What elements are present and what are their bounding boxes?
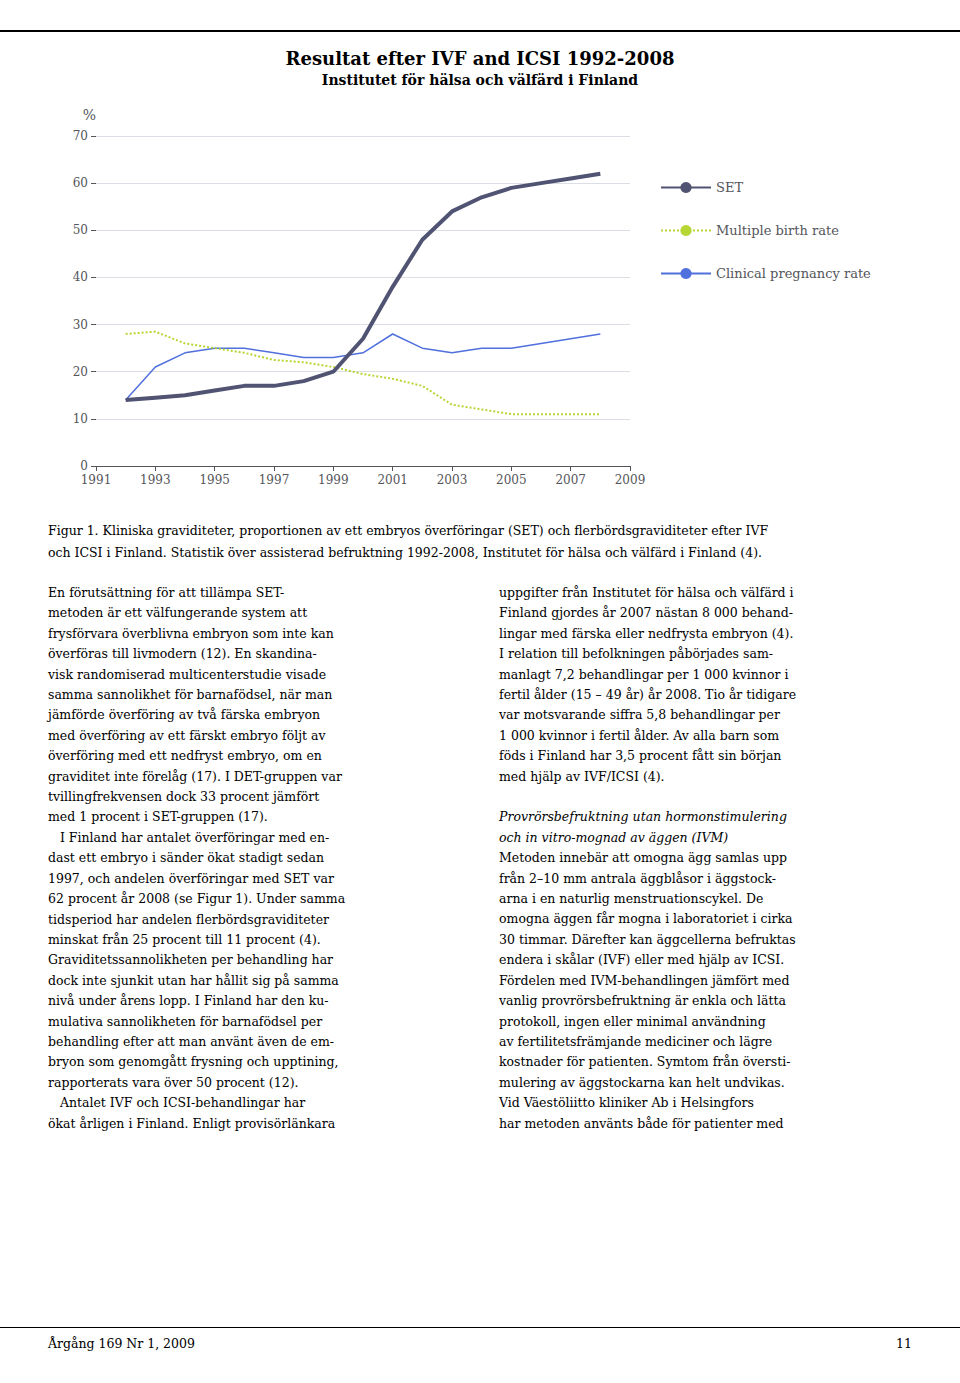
html-text:ökat årligen i Finland. Enligt: ökat årligen i Finland. Enligt provisörl… bbox=[48, 1115, 336, 1131]
html-text:En förutsättning för att tillä: En förutsättning för att tillämpa SET- bbox=[48, 585, 285, 600]
html-text:behandling efter att man använ: behandling efter att man använt även de … bbox=[48, 1033, 334, 1049]
html-text:dast ett embryo i sänder ökat: dast ett embryo i sänder ökat stadigt se… bbox=[48, 850, 325, 866]
html-text:kostnader för patienten. Symto: kostnader för patienten. Symtom från öve… bbox=[499, 1054, 791, 1070]
svg-text:2003: 2003 bbox=[437, 473, 468, 487]
html-text:samma sannolikhet för barnaföd: samma sannolikhet för barnafödsel, när m… bbox=[48, 687, 333, 702]
svg-text:0: 0 bbox=[80, 459, 88, 473]
svg-text:1995: 1995 bbox=[199, 473, 230, 487]
html-text:Årgång 169 Nr 1, 2009: Årgång 169 Nr 1, 2009 bbox=[48, 1336, 195, 1351]
svg-text:1993: 1993 bbox=[140, 473, 171, 487]
svg-text:Multiple birth rate: Multiple birth rate bbox=[716, 223, 839, 238]
html-text:bryon som genomgått frysning o: bryon som genomgått frysning och upptini… bbox=[48, 1054, 339, 1070]
html-text:30 timmar. Därefter kan äggcel: 30 timmar. Därefter kan äggcellerna befr… bbox=[499, 931, 796, 947]
svg-text:30: 30 bbox=[73, 318, 88, 332]
html-text:11: 11 bbox=[896, 1336, 912, 1351]
html-text:tvillingfrekvensen dock 33 pro: tvillingfrekvensen dock 33 procent jämfö… bbox=[48, 789, 320, 805]
html-text:Vid Väestöliitto kliniker Ab i: Vid Väestöliitto kliniker Ab i Helsingfo… bbox=[499, 1095, 754, 1111]
html-text:av fertilitetsfrämjande medici: av fertilitetsfrämjande mediciner och lä… bbox=[499, 1033, 772, 1049]
html-text:graviditet inte förelåg (17).: graviditet inte förelåg (17). I DET-grup… bbox=[48, 768, 342, 784]
html-text:uppgifter från Institutet för: uppgifter från Institutet för hälsa och … bbox=[499, 585, 794, 600]
html-text:jämförde överföring av två fär: jämförde överföring av två färska embryo… bbox=[48, 707, 321, 723]
svg-text:60: 60 bbox=[73, 176, 88, 190]
html-text:62 procent år 2008 (se Figur 1: 62 procent år 2008 (se Figur 1). Under s… bbox=[48, 891, 346, 907]
html-text:Antalet IVF och ICSI-behandlin: Antalet IVF och ICSI-behandlingar har bbox=[48, 1095, 306, 1111]
svg-text:70: 70 bbox=[73, 129, 88, 143]
svg-text:1997: 1997 bbox=[259, 473, 290, 487]
html-text:endera i skålar (IVF) eller me: endera i skålar (IVF) eller med hjälp av… bbox=[499, 952, 785, 968]
html-text:överföring med ett nedfryst em: överföring med ett nedfryst embryo, om e… bbox=[48, 748, 322, 764]
html-text:var motsvarande siffra 5,8 beh: var motsvarande siffra 5,8 behandlingar … bbox=[499, 707, 780, 723]
html-text:frysförvara överblivna embryon: frysförvara överblivna embryon som inte … bbox=[48, 625, 334, 641]
svg-text:2009: 2009 bbox=[615, 473, 646, 487]
html-text:mulering av äggstockarna kan h: mulering av äggstockarna kan helt undvik… bbox=[499, 1074, 785, 1090]
html-text:minskat från 25 procent till 1: minskat från 25 procent till 11 procent … bbox=[48, 931, 321, 947]
html-text:I Finland har antalet överföri: I Finland har antalet överföringar med e… bbox=[48, 829, 330, 845]
html-text:lingar med färska eller nedfry: lingar med färska eller nedfrysta embryo… bbox=[499, 625, 794, 641]
html-text:med hjälp av IVF/ICSI (4).: med hjälp av IVF/ICSI (4). bbox=[499, 768, 665, 784]
svg-text:Institutet för hälsa och välfä: Institutet för hälsa och välfärd i Finla… bbox=[322, 72, 639, 88]
svg-text:2007: 2007 bbox=[555, 473, 586, 487]
svg-text:20: 20 bbox=[73, 365, 88, 379]
svg-text:SET: SET bbox=[716, 180, 743, 195]
html-text:Provrörsbefruktning utan hormo: Provrörsbefruktning utan hormonstimuleri… bbox=[499, 809, 787, 825]
svg-text:1991: 1991 bbox=[81, 473, 112, 487]
svg-text:Resultat efter IVF and ICSI 19: Resultat efter IVF and ICSI 1992-2008 bbox=[286, 48, 675, 69]
html-text:och ICSI i Finland. Statistik: och ICSI i Finland. Statistik över assis… bbox=[48, 545, 762, 560]
svg-text:10: 10 bbox=[73, 412, 88, 426]
html-text:mulativa sannolikheten för bar: mulativa sannolikheten för barnafödsel p… bbox=[48, 1013, 323, 1029]
html-text:metoden är ett välfungerande s: metoden är ett välfungerande system att bbox=[48, 605, 308, 621]
html-text:och in vitro-mognad av äggen (: och in vitro-mognad av äggen (IVM) bbox=[499, 829, 729, 845]
html-text:dock inte sjunkit utan har hål: dock inte sjunkit utan har hållit sig på… bbox=[48, 972, 339, 988]
svg-text:%: % bbox=[83, 107, 96, 123]
html-text:tidsperiod har andelen flerbör: tidsperiod har andelen flerbördsgravidit… bbox=[48, 911, 329, 927]
svg-text:2001: 2001 bbox=[377, 473, 408, 487]
html-text:med överföring av ett färskt e: med överföring av ett färskt embryo följ… bbox=[48, 727, 326, 743]
html-text:manlagt 7,2 behandlingar per 1: manlagt 7,2 behandlingar per 1 000 kvinn… bbox=[499, 666, 789, 682]
svg-text:40: 40 bbox=[73, 270, 88, 284]
html-text:vanlig provrörsbefruktning är: vanlig provrörsbefruktning är enkla och … bbox=[499, 993, 787, 1009]
html-text:rapporterats vara över 50 proc: rapporterats vara över 50 procent (12). bbox=[48, 1074, 299, 1090]
html-text:från 2–10 mm antrala äggblåsor: från 2–10 mm antrala äggblåsor i äggstoc… bbox=[499, 870, 776, 886]
html-text:1 000 kvinnor i fertil ålder.: 1 000 kvinnor i fertil ålder. Av alla ba… bbox=[499, 727, 779, 743]
html-text:I relation till befolkningen p: I relation till befolkningen påbörjades … bbox=[499, 646, 773, 662]
html-text:föds i Finland har 3,5 procent: föds i Finland har 3,5 procent fått sin … bbox=[499, 748, 782, 764]
html-text:Metoden innebär att omogna ägg: Metoden innebär att omogna ägg samlas up… bbox=[499, 850, 787, 866]
html-text:nivå under årens lopp. I Finla: nivå under årens lopp. I Finland har den… bbox=[48, 993, 329, 1009]
html-text:arna i en naturlig menstruatio: arna i en naturlig menstruationscykel. D… bbox=[499, 891, 764, 907]
html-text:Figur 1. Kliniska graviditeter: Figur 1. Kliniska graviditeter, proporti… bbox=[48, 523, 769, 538]
html-text:visk randomiserad multicenters: visk randomiserad multicenterstudie visa… bbox=[48, 666, 326, 682]
html-text:Graviditetssannolikheten per b: Graviditetssannolikheten per behandling … bbox=[48, 952, 334, 968]
html-text:med 1 procent i SET-gruppen (1: med 1 procent i SET-gruppen (17). bbox=[48, 809, 268, 825]
html-text:1997, och andelen överföringar: 1997, och andelen överföringar med SET v… bbox=[48, 870, 334, 886]
html-text:Finland gjordes år 2007 nästan: Finland gjordes år 2007 nästan 8 000 beh… bbox=[499, 605, 793, 621]
html-text:överföras till livmodern (12).: överföras till livmodern (12). En skandi… bbox=[48, 646, 317, 662]
svg-text:2005: 2005 bbox=[496, 473, 527, 487]
svg-text:Clinical pregnancy rate: Clinical pregnancy rate bbox=[716, 266, 871, 281]
html-text:protokoll, ingen eller minimal: protokoll, ingen eller minimal användnin… bbox=[499, 1013, 766, 1029]
html-text:har metoden använts både för p: har metoden använts både för patienter m… bbox=[499, 1115, 784, 1131]
html-text:omogna äggen får mogna i labor: omogna äggen får mogna i laboratoriet i … bbox=[499, 911, 793, 927]
svg-text:1999: 1999 bbox=[318, 473, 349, 487]
svg-text:50: 50 bbox=[73, 223, 88, 237]
html-text:Fördelen med IVM-behandlingen: Fördelen med IVM-behandlingen jämfört me… bbox=[499, 972, 790, 988]
html-text:fertil ålder (15 – 49 år) år 2: fertil ålder (15 – 49 år) år 2008. Tio å… bbox=[499, 687, 797, 702]
